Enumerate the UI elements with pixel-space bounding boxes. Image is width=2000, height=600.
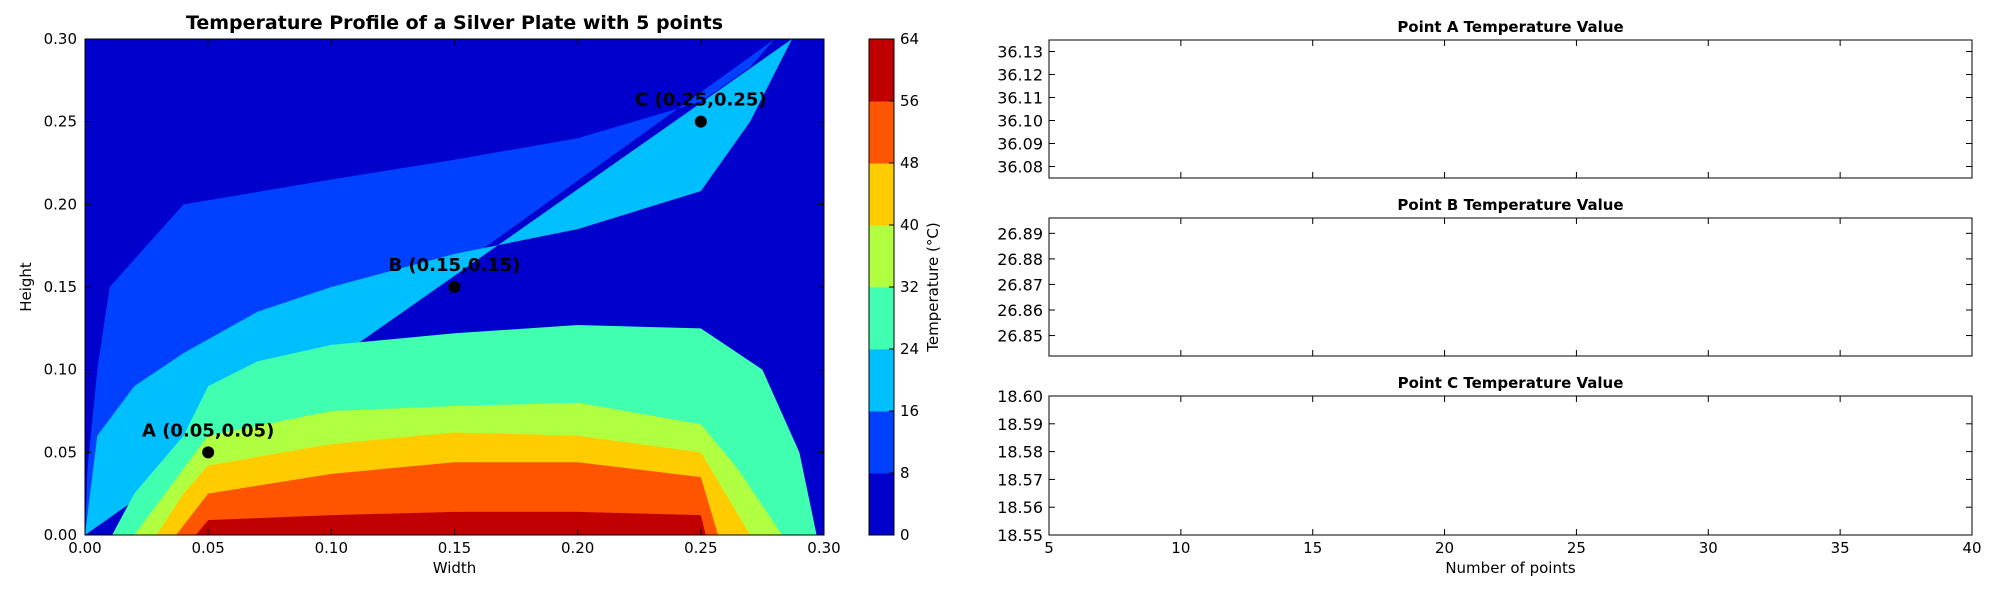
y-tick-label: 18.60 bbox=[997, 387, 1043, 406]
colorbar-tick-label: 24 bbox=[900, 340, 919, 358]
temperature-panel-title: Point B Temperature Value bbox=[1397, 196, 1623, 214]
x-tick-label: 35 bbox=[1831, 539, 1850, 557]
probe-point-label: A (0.05,0.05) bbox=[142, 420, 274, 441]
x-tick-label: 40 bbox=[1962, 539, 1981, 557]
colorbar-tick-label: 8 bbox=[900, 464, 910, 482]
colorbar-tick-label: 0 bbox=[900, 526, 910, 544]
y-axis-label: Height bbox=[17, 262, 35, 312]
y-tick-label: 26.86 bbox=[997, 301, 1043, 320]
y-tick-label: 0.15 bbox=[44, 278, 77, 296]
y-tick-label: 0.20 bbox=[44, 195, 77, 213]
x-tick-label: 20 bbox=[1435, 539, 1454, 557]
x-tick-label: 0.10 bbox=[315, 539, 348, 557]
y-tick-label: 26.85 bbox=[997, 327, 1043, 346]
x-tick-label: 0.05 bbox=[191, 539, 224, 557]
y-tick-label: 26.88 bbox=[997, 250, 1043, 269]
y-tick-label: 18.58 bbox=[997, 443, 1043, 462]
colorbar-tick-label: 64 bbox=[900, 30, 919, 48]
colorbar-band bbox=[869, 287, 894, 350]
colorbar-label: Temperature (°C) bbox=[924, 222, 942, 352]
colorbar-tick-label: 40 bbox=[900, 216, 919, 234]
contour-band-above-64 bbox=[195, 511, 706, 535]
x-tick-label: 10 bbox=[1171, 539, 1190, 557]
colorbar-band bbox=[869, 411, 894, 474]
colorbar-band bbox=[869, 101, 894, 164]
colorbar-tick-label: 32 bbox=[900, 278, 919, 296]
colorbar-band bbox=[869, 39, 894, 102]
y-tick-label: 36.11 bbox=[997, 89, 1043, 108]
y-tick-label: 18.57 bbox=[997, 470, 1043, 489]
temperature-panel-title: Point A Temperature Value bbox=[1397, 18, 1623, 36]
y-tick-label: 36.08 bbox=[997, 158, 1043, 177]
colorbar-band bbox=[869, 349, 894, 412]
x-tick-label: 0.30 bbox=[807, 539, 840, 557]
probe-point-label: C (0.25,0.25) bbox=[635, 90, 767, 111]
y-tick-label: 0.00 bbox=[44, 526, 77, 544]
y-tick-label: 18.55 bbox=[997, 526, 1043, 545]
x-tick-label: 5 bbox=[1044, 539, 1054, 557]
y-tick-label: 36.13 bbox=[997, 43, 1043, 62]
y-tick-label: 18.56 bbox=[997, 498, 1043, 517]
y-tick-label: 0.30 bbox=[44, 30, 77, 48]
probe-point-marker bbox=[694, 115, 707, 128]
x-tick-label: 30 bbox=[1699, 539, 1718, 557]
y-tick-label: 26.89 bbox=[997, 224, 1043, 243]
y-tick-label: 36.12 bbox=[997, 66, 1043, 85]
x-tick-label: 0.00 bbox=[68, 539, 101, 557]
colorbar-band bbox=[869, 473, 894, 536]
colorbar-band bbox=[869, 163, 894, 226]
chart-title: Temperature Profile of a Silver Plate wi… bbox=[186, 12, 723, 34]
colorbar-band bbox=[869, 225, 894, 288]
probe-point-marker bbox=[448, 281, 461, 293]
y-tick-label: 0.05 bbox=[44, 443, 77, 461]
colorbar-tick-label: 56 bbox=[900, 92, 919, 110]
y-tick-label: 36.09 bbox=[997, 135, 1043, 154]
colorbar-tick-label: 48 bbox=[900, 154, 919, 172]
y-tick-label: 0.25 bbox=[44, 113, 77, 131]
y-tick-label: 0.10 bbox=[44, 361, 77, 379]
probe-point-label: B (0.15,0.15) bbox=[388, 255, 520, 276]
y-tick-label: 18.59 bbox=[997, 415, 1043, 434]
temperature-panel-frame bbox=[1048, 39, 1973, 179]
x-tick-label: 0.25 bbox=[684, 539, 717, 557]
temperature-panel-frame bbox=[1048, 395, 1973, 536]
y-tick-label: 36.10 bbox=[997, 112, 1043, 131]
x-axis-label: Width bbox=[433, 559, 477, 577]
x-axis-label: Number of points bbox=[1445, 559, 1576, 577]
colorbar-tick-label: 16 bbox=[900, 402, 919, 420]
temperature-panel-frame bbox=[1048, 217, 1973, 357]
temperature-panel-title: Point C Temperature Value bbox=[1398, 374, 1624, 392]
probe-point-marker bbox=[202, 446, 215, 459]
x-tick-label: 0.15 bbox=[438, 539, 471, 557]
x-tick-label: 15 bbox=[1303, 539, 1322, 557]
y-tick-label: 26.87 bbox=[997, 275, 1043, 294]
x-tick-label: 0.20 bbox=[561, 539, 594, 557]
x-tick-label: 25 bbox=[1567, 539, 1586, 557]
